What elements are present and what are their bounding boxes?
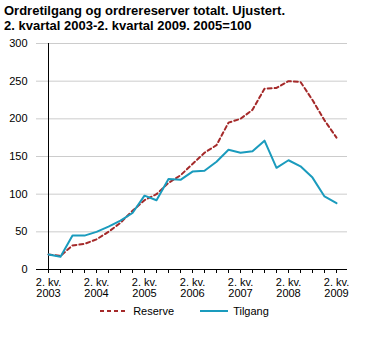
html-text:2. kvartal 2003-2. kvartal 200: 2. kvartal 2003-2. kvartal 2009. 2005=10… xyxy=(4,18,252,33)
svg-text:2. kv.2007: 2. kv.2007 xyxy=(228,276,253,299)
svg-text:150: 150 xyxy=(9,150,27,162)
svg-text:2. kv.2009: 2. kv.2009 xyxy=(324,276,349,299)
svg-text:300: 300 xyxy=(9,37,27,49)
svg-text:200: 200 xyxy=(9,112,27,124)
svg-text:2. kv.2003: 2. kv.2003 xyxy=(36,276,61,299)
html-text:Reserve: Reserve xyxy=(133,305,175,317)
html-text:Tilgang: Tilgang xyxy=(233,305,269,317)
svg-text:0: 0 xyxy=(21,263,27,275)
svg-text:2. kv.2008: 2. kv.2008 xyxy=(276,276,301,299)
svg-text:100: 100 xyxy=(9,188,27,200)
svg-text:2. kv.2006: 2. kv.2006 xyxy=(180,276,205,299)
svg-text:50: 50 xyxy=(15,225,27,237)
svg-text:2. kv.2004: 2. kv.2004 xyxy=(84,276,109,299)
html-text:Ordretilgang og ordrereserver: Ordretilgang og ordrereserver totalt. Uj… xyxy=(4,3,285,18)
svg-text:250: 250 xyxy=(9,75,27,87)
svg-text:2. kv.2005: 2. kv.2005 xyxy=(132,276,157,299)
